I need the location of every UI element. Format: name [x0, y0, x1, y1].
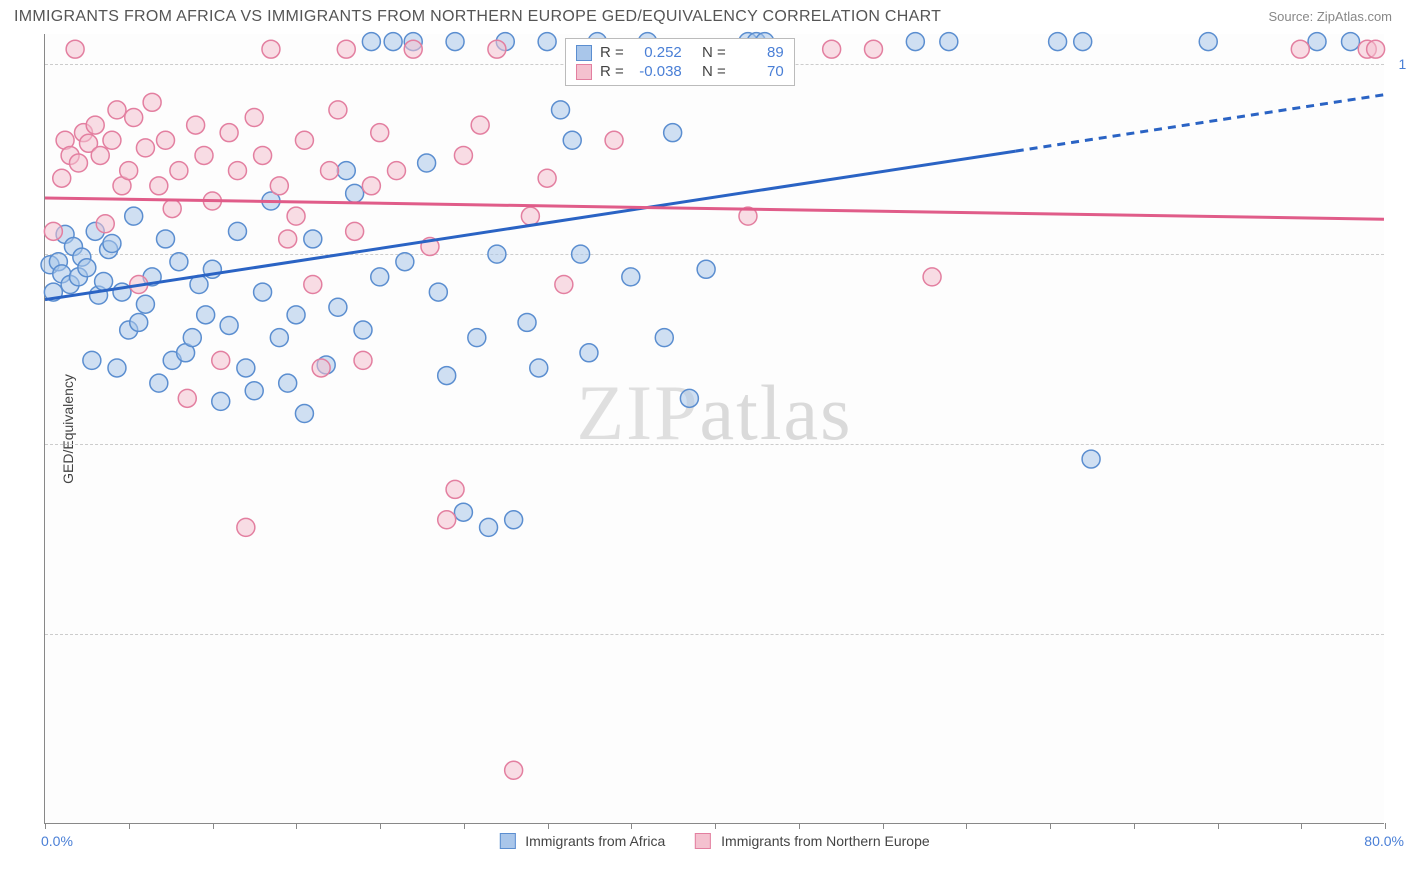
n-value: 70	[734, 63, 784, 80]
stats-box: R = 0.252 N = 89 R = -0.038 N = 70	[565, 38, 795, 86]
stats-row: R = 0.252 N = 89	[576, 43, 784, 62]
trend-lines	[45, 34, 1384, 823]
legend-label: Immigrants from Africa	[525, 833, 665, 849]
swatch-icon	[576, 64, 592, 80]
y-tick-label: 100.0%	[1390, 56, 1406, 72]
r-value: 0.252	[632, 44, 682, 61]
legend: Immigrants from Africa Immigrants from N…	[499, 833, 929, 849]
chart-title: IMMIGRANTS FROM AFRICA VS IMMIGRANTS FRO…	[14, 8, 941, 26]
swatch-icon	[576, 45, 592, 61]
stats-row: R = -0.038 N = 70	[576, 62, 784, 81]
y-tick-label: 87.5%	[1390, 246, 1406, 262]
chart-source: Source: ZipAtlas.com	[1268, 9, 1392, 24]
x-axis-max-label: 80.0%	[1364, 833, 1404, 849]
swatch-icon	[695, 833, 711, 849]
plot-area: GED/Equivalency ZIPatlas 62.5%75.0%87.5%…	[44, 34, 1384, 824]
r-label: R =	[600, 63, 624, 80]
swatch-icon	[499, 833, 515, 849]
y-tick-label: 62.5%	[1390, 626, 1406, 642]
y-tick-label: 75.0%	[1390, 436, 1406, 452]
legend-item: Immigrants from Northern Europe	[695, 833, 929, 849]
legend-label: Immigrants from Northern Europe	[721, 833, 930, 849]
r-value: -0.038	[632, 63, 682, 80]
chart-header: IMMIGRANTS FROM AFRICA VS IMMIGRANTS FRO…	[0, 0, 1406, 30]
n-label: N =	[702, 44, 726, 61]
legend-item: Immigrants from Africa	[499, 833, 665, 849]
n-label: N =	[702, 63, 726, 80]
x-axis-min-label: 0.0%	[41, 833, 73, 849]
n-value: 89	[734, 44, 784, 61]
r-label: R =	[600, 44, 624, 61]
